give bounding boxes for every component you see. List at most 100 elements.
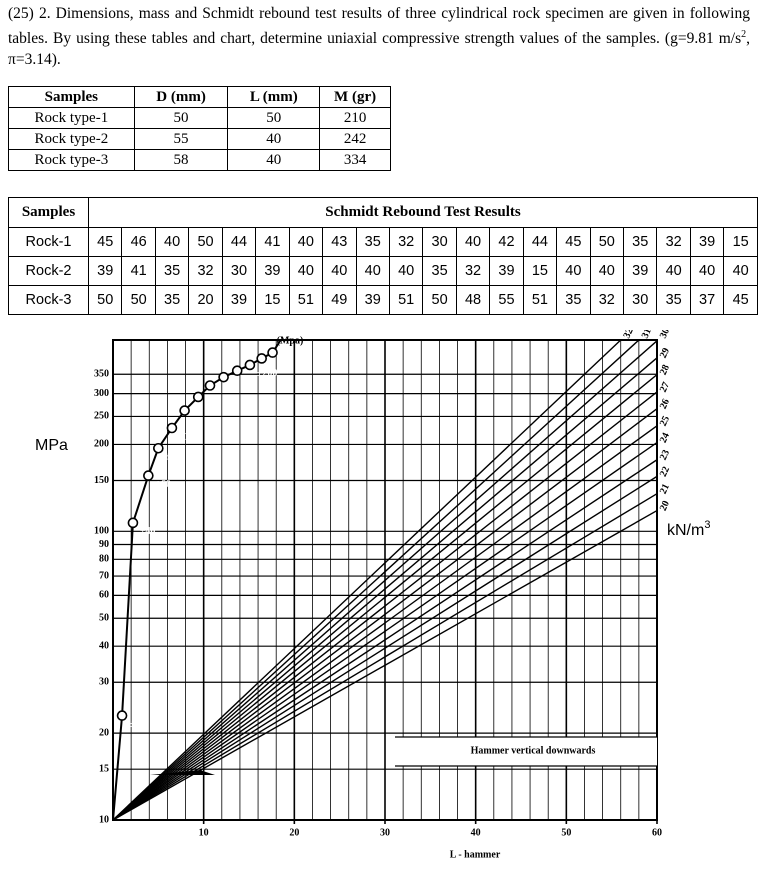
strength-point	[267, 347, 278, 358]
strength-point	[166, 422, 178, 434]
cell: Rock type-2	[8, 128, 135, 150]
cell: Rock type-3	[8, 149, 135, 171]
series-label: 21	[658, 482, 672, 496]
series-axis-label: kN/m3	[667, 519, 710, 539]
cell: 44	[522, 227, 558, 257]
series-label: 32	[622, 330, 636, 340]
scatter-label: ±200	[257, 368, 278, 379]
cell: 15	[522, 256, 558, 286]
cell: 32	[388, 227, 424, 257]
y-tick-label: 90	[99, 539, 109, 550]
cell: 334	[319, 149, 391, 171]
table-row: Rock type-3 58 40 334	[8, 149, 391, 171]
strength-point	[231, 365, 243, 377]
cell: 50	[227, 107, 321, 129]
series-label: 26	[658, 397, 672, 411]
y-tick-label: 50	[99, 613, 109, 624]
scatter-label: ±40	[140, 526, 156, 537]
strength-point	[192, 391, 204, 403]
cell: 39	[689, 227, 725, 257]
strength-point	[179, 405, 190, 416]
cell: 40	[322, 256, 357, 286]
y-tick-label: 150	[94, 475, 109, 486]
density-line	[112, 493, 658, 821]
x-tick-label: 30	[380, 827, 390, 838]
grid	[112, 340, 658, 824]
x-tick-label: 40	[471, 827, 481, 838]
cell: 39	[221, 285, 257, 315]
cell: 40	[689, 256, 725, 286]
density-line	[112, 475, 658, 821]
y-tick-label: 30	[99, 677, 109, 688]
density-line	[112, 441, 658, 821]
cell: Rock type-1	[8, 107, 135, 129]
density-line	[112, 509, 658, 821]
cell: 35	[154, 256, 190, 286]
cell: 35	[556, 285, 591, 315]
cell: 32	[656, 227, 691, 257]
y-tick-label: 250	[94, 411, 109, 422]
cell: 39	[355, 285, 390, 315]
density-line	[112, 374, 658, 821]
annotation-box	[395, 737, 657, 766]
density-line	[112, 357, 658, 821]
series-label: 23	[658, 448, 672, 462]
cell: 40	[556, 256, 591, 286]
cell: 15	[723, 227, 758, 257]
cell: 55	[489, 285, 524, 315]
header-cell: D (mm)	[133, 86, 229, 108]
scatter-label: ±20	[129, 719, 145, 730]
cell: 40	[288, 256, 324, 286]
cell: 40	[154, 227, 190, 257]
cell: 40	[388, 256, 424, 286]
y-tick-label: 60	[99, 590, 109, 601]
label-text: kN/m	[667, 522, 704, 539]
strength-point	[204, 380, 216, 391]
y-tick-label: 10	[99, 814, 109, 825]
chart: 1015203040506070809010015020025030035010…	[35, 330, 710, 860]
question-text-end: , π=3.14).	[8, 30, 750, 69]
cell: 44	[221, 227, 257, 257]
strength-point	[143, 470, 154, 481]
y-tick-label: 100	[94, 526, 109, 537]
series-label: 25	[658, 414, 672, 428]
cell: 35	[656, 285, 691, 315]
cell: 40	[227, 149, 321, 171]
x-tick-label: 10	[199, 827, 209, 838]
row-label: Rock-2	[8, 256, 89, 286]
cell: 43	[322, 227, 357, 257]
cell: 40	[288, 227, 324, 257]
row-label: Rock-1	[8, 227, 89, 257]
y-tick-label: 70	[99, 570, 109, 581]
cell: 50	[422, 285, 457, 315]
density-line	[112, 391, 658, 821]
cell: 32	[188, 256, 223, 286]
cell: 50	[133, 107, 229, 129]
cell: 41	[121, 256, 156, 286]
question-text: 2. Dimensions, mass and Schmidt rebound …	[8, 5, 750, 48]
cell: 40	[656, 256, 691, 286]
superscript: 2	[741, 29, 747, 40]
table-row: Rock type-1 50 50 210	[8, 107, 391, 129]
row-label: Rock-3	[8, 285, 89, 315]
cell: 40	[589, 256, 625, 286]
cell: 35	[355, 227, 390, 257]
x-axis-label: L - hammer	[450, 849, 501, 860]
series-label: 30	[658, 330, 672, 340]
scatter-label: ±80	[165, 452, 181, 463]
cell: 40	[723, 256, 758, 286]
cell: 48	[455, 285, 491, 315]
header-cell: Samples	[8, 197, 89, 228]
cell: 40	[227, 128, 321, 150]
cell: 210	[319, 107, 391, 129]
cell: 58	[133, 149, 229, 171]
cell: 40	[355, 256, 390, 286]
cell: 37	[689, 285, 725, 315]
header-cell: Samples	[8, 86, 135, 108]
y-tick-label: 15	[99, 763, 109, 774]
header-cell: L (mm)	[227, 86, 321, 108]
cell: 40	[455, 227, 491, 257]
cell: 32	[589, 285, 625, 315]
header-cell: Schmidt Rebound Test Results	[88, 197, 758, 228]
